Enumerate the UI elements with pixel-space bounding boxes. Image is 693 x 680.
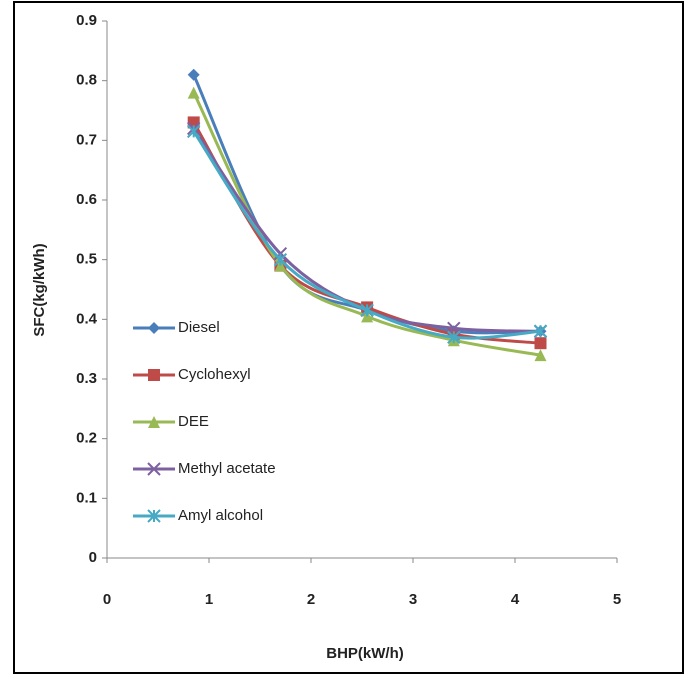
y-tick-label: 0.7 — [76, 131, 97, 148]
y-tick-label: 0.2 — [76, 430, 97, 447]
y-tick-label: 0.6 — [76, 191, 97, 208]
legend-marker — [148, 416, 160, 428]
marker — [533, 324, 548, 338]
y-tick-label: 0 — [89, 549, 97, 566]
x-tick-label: 4 — [511, 591, 520, 608]
marker — [186, 124, 201, 139]
series-line — [192, 74, 541, 335]
legend-marker — [147, 462, 161, 476]
marker — [187, 68, 200, 81]
marker — [447, 330, 461, 344]
y-tick-label: 0.5 — [76, 251, 97, 268]
x-tick-label: 2 — [307, 591, 315, 608]
y-tick-label: 0.8 — [76, 72, 97, 89]
legend-marker — [148, 369, 160, 381]
x-tick-label: 1 — [205, 591, 213, 608]
series-line — [192, 130, 541, 340]
y-tick-label: 0.1 — [76, 489, 97, 506]
series-line — [192, 127, 541, 333]
x-tick-label: 5 — [613, 591, 621, 608]
y-tick-label: 0.9 — [76, 12, 97, 29]
x-tick-label: 0 — [103, 591, 111, 608]
x-tick-label: 3 — [409, 591, 417, 608]
legend-label: Cyclohexyl — [178, 366, 251, 383]
legend-marker — [147, 509, 161, 523]
marker — [273, 252, 288, 267]
frame — [13, 1, 684, 674]
legend-label: DEE — [178, 413, 209, 430]
legend-label: Methyl acetate — [178, 460, 276, 477]
legend-label: Amyl alcohol — [178, 507, 263, 524]
y-axis-label: SFC(kg/kWh) — [31, 243, 48, 336]
series-line — [192, 91, 541, 357]
legend-label: Diesel — [178, 319, 220, 336]
marker — [534, 349, 547, 362]
legend-marker — [148, 322, 160, 334]
marker — [360, 303, 374, 318]
x-axis-label: BHP(kW/h) — [326, 645, 404, 662]
marker — [534, 337, 547, 350]
marker — [187, 86, 200, 99]
y-tick-label: 0.4 — [76, 310, 98, 327]
y-tick-label: 0.3 — [76, 370, 97, 387]
